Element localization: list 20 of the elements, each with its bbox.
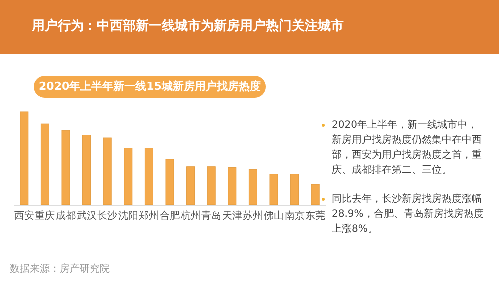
x-tick-label: 杭州 [180,210,201,222]
text: 2020年上半年，新一线城市中，新房用户找房热度仍然集中在中西部，西安为用户找房热度之首，重庆、成都排在第二、三位。 [332,118,483,178]
source-note: 数据来源：房产研究院 [10,262,110,276]
x-tick-label: 苏州 [243,210,264,222]
x-tick-label: 西安 [14,210,34,222]
x-tick-label: 合肥 [160,210,180,222]
x-tick-label: 成都 [56,210,76,222]
x-tick-label: 郑州 [139,210,160,222]
text: 同比去年，长沙新房找房热度涨幅28.9%，合肥、青岛新房找房热度上涨8%。 [332,192,484,237]
x-tick-label: 沈阳 [118,210,138,222]
x-tick-label: 东莞 [306,210,326,222]
x-tick-label: 天津 [222,210,242,222]
x-tick-label: 长沙 [98,210,118,222]
x-tick-label: 南京 [284,210,305,222]
x-tick-label: 重庆 [35,210,56,222]
x-tick-label: 武汉 [76,210,97,222]
x-tick-label: 佛山 [264,210,284,222]
x-tick-label: 青岛 [202,210,222,222]
chart-title: 用户行为：中西部新一线城市为新房用户热门关注城市 [32,18,344,35]
chart-subtitle: 2020年上半年新一线15城新房用户找房热度 [34,76,266,98]
